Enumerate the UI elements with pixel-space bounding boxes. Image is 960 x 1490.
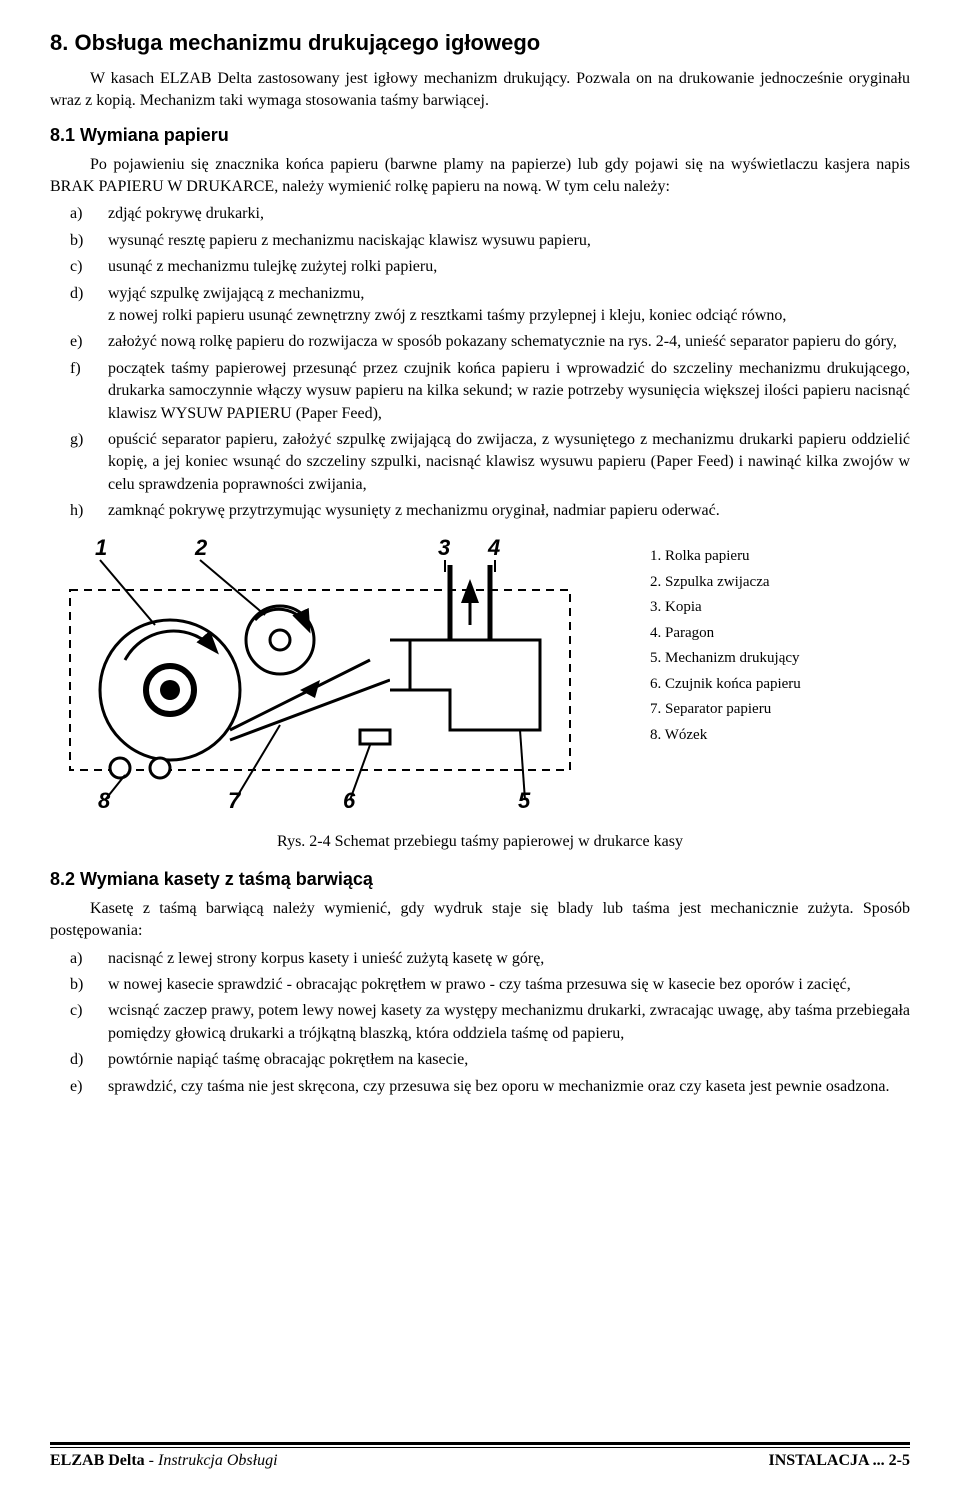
legend-item: 6. Czujnik końca papieru [650, 672, 801, 698]
list-text: nacisnąć z lewej strony korpus kasety i … [108, 948, 910, 970]
footer-doc-title: - Instrukcja Obsługi [145, 1452, 278, 1469]
list-marker: e) [50, 331, 108, 353]
section-8-1-list: a) zdjąć pokrywę drukarki, b) wysunąć re… [50, 203, 910, 522]
figure-caption: Rys. 2-4 Schemat przebiegu taśmy papiero… [50, 833, 910, 851]
footer-right: INSTALACJA ... 2-5 [769, 1452, 911, 1470]
list-text: sprawdzić, czy taśma nie jest skręcona, … [108, 1076, 910, 1098]
diagram-label-2: 2 [194, 535, 208, 560]
section-8-2-paragraph: Kasetę z taśmą barwiącą należy wymienić,… [50, 898, 910, 941]
list-text: początek taśmy papierowej przesunąć prze… [108, 358, 910, 425]
list-marker: c) [50, 256, 108, 278]
diagram-label-7: 7 [228, 788, 242, 810]
list-item: d) wyjąć szpulkę zwijającą z mechanizmu,… [50, 283, 910, 328]
section-8-paragraph: W kasach ELZAB Delta zastosowany jest ig… [50, 68, 910, 111]
list-text: wcisnąć zaczep prawy, potem lewy nowej k… [108, 1000, 910, 1045]
list-marker: b) [50, 230, 108, 252]
list-item: b) wysunąć resztę papieru z mechanizmu n… [50, 230, 910, 252]
list-item: e) założyć nową rolkę papieru do rozwija… [50, 331, 910, 353]
paper-path-diagram: 1 2 3 4 5 6 7 8 [50, 530, 590, 815]
list-marker: g) [50, 429, 108, 496]
list-item: c) wcisnąć zaczep prawy, potem lewy nowe… [50, 1000, 910, 1045]
list-marker: f) [50, 358, 108, 425]
list-text: w nowej kasecie sprawdzić - obracając po… [108, 974, 910, 996]
list-text: powtórnie napiąć taśmę obracając pokrętł… [108, 1049, 910, 1071]
list-item: f) początek taśmy papierowej przesunąć p… [50, 358, 910, 425]
diagram-label-8: 8 [98, 788, 111, 810]
list-marker: b) [50, 974, 108, 996]
section-8-1-paragraph: Po pojawieniu się znacznika końca papier… [50, 154, 910, 197]
diagram-label-3: 3 [438, 535, 450, 560]
list-item: c) usunąć z mechanizmu tulejkę zużytej r… [50, 256, 910, 278]
list-text: usunąć z mechanizmu tulejkę zużytej rolk… [108, 256, 910, 278]
list-item: a) zdjąć pokrywę drukarki, [50, 203, 910, 225]
list-item: g) opuścić separator papieru, założyć sz… [50, 429, 910, 496]
section-8-2-title: 8.2 Wymiana kasety z taśmą barwiącą [50, 869, 910, 890]
page-footer: ELZAB Delta - Instrukcja Obsługi INSTALA… [50, 1442, 910, 1470]
section-8-1-title: 8.1 Wymiana papieru [50, 125, 910, 146]
list-text: opuścić separator papieru, założyć szpul… [108, 429, 910, 496]
diagram-legend: 1. Rolka papieru 2. Szpulka zwijacza 3. … [590, 530, 801, 748]
list-marker: a) [50, 948, 108, 970]
list-marker: a) [50, 203, 108, 225]
list-text: założyć nową rolkę papieru do rozwijacza… [108, 331, 910, 353]
list-item: d) powtórnie napiąć taśmę obracając pokr… [50, 1049, 910, 1071]
list-marker: c) [50, 1000, 108, 1045]
section-8-2-list: a) nacisnąć z lewej strony korpus kasety… [50, 948, 910, 1098]
list-marker: h) [50, 500, 108, 522]
legend-item: 2. Szpulka zwijacza [650, 570, 801, 596]
list-item: b) w nowej kasecie sprawdzić - obracając… [50, 974, 910, 996]
diagram-label-5: 5 [518, 788, 531, 810]
diagram-label-6: 6 [343, 788, 356, 810]
legend-item: 4. Paragon [650, 621, 801, 647]
footer-left: ELZAB Delta - Instrukcja Obsługi [50, 1452, 278, 1470]
diagram-label-1: 1 [95, 535, 107, 560]
section-8-title: 8. Obsługa mechanizmu drukującego igłowe… [50, 30, 910, 56]
list-item: h) zamknąć pokrywę przytrzymując wysunię… [50, 500, 910, 522]
footer-product: ELZAB Delta [50, 1452, 145, 1469]
legend-item: 7. Separator papieru [650, 697, 801, 723]
legend-item: 8. Wózek [650, 723, 801, 749]
legend-item: 5. Mechanizm drukujący [650, 646, 801, 672]
list-item: e) sprawdzić, czy taśma nie jest skręcon… [50, 1076, 910, 1098]
list-marker: d) [50, 283, 108, 328]
list-text: zdjąć pokrywę drukarki, [108, 203, 910, 225]
diagram-label-4: 4 [487, 535, 500, 560]
list-text: zamknąć pokrywę przytrzymując wysunięty … [108, 500, 910, 522]
legend-item: 1. Rolka papieru [650, 544, 801, 570]
list-text: wysunąć resztę papieru z mechanizmu naci… [108, 230, 910, 252]
legend-item: 3. Kopia [650, 595, 801, 621]
list-item: a) nacisnąć z lewej strony korpus kasety… [50, 948, 910, 970]
list-marker: e) [50, 1076, 108, 1098]
list-marker: d) [50, 1049, 108, 1071]
list-text: wyjąć szpulkę zwijającą z mechanizmu, z … [108, 283, 910, 328]
